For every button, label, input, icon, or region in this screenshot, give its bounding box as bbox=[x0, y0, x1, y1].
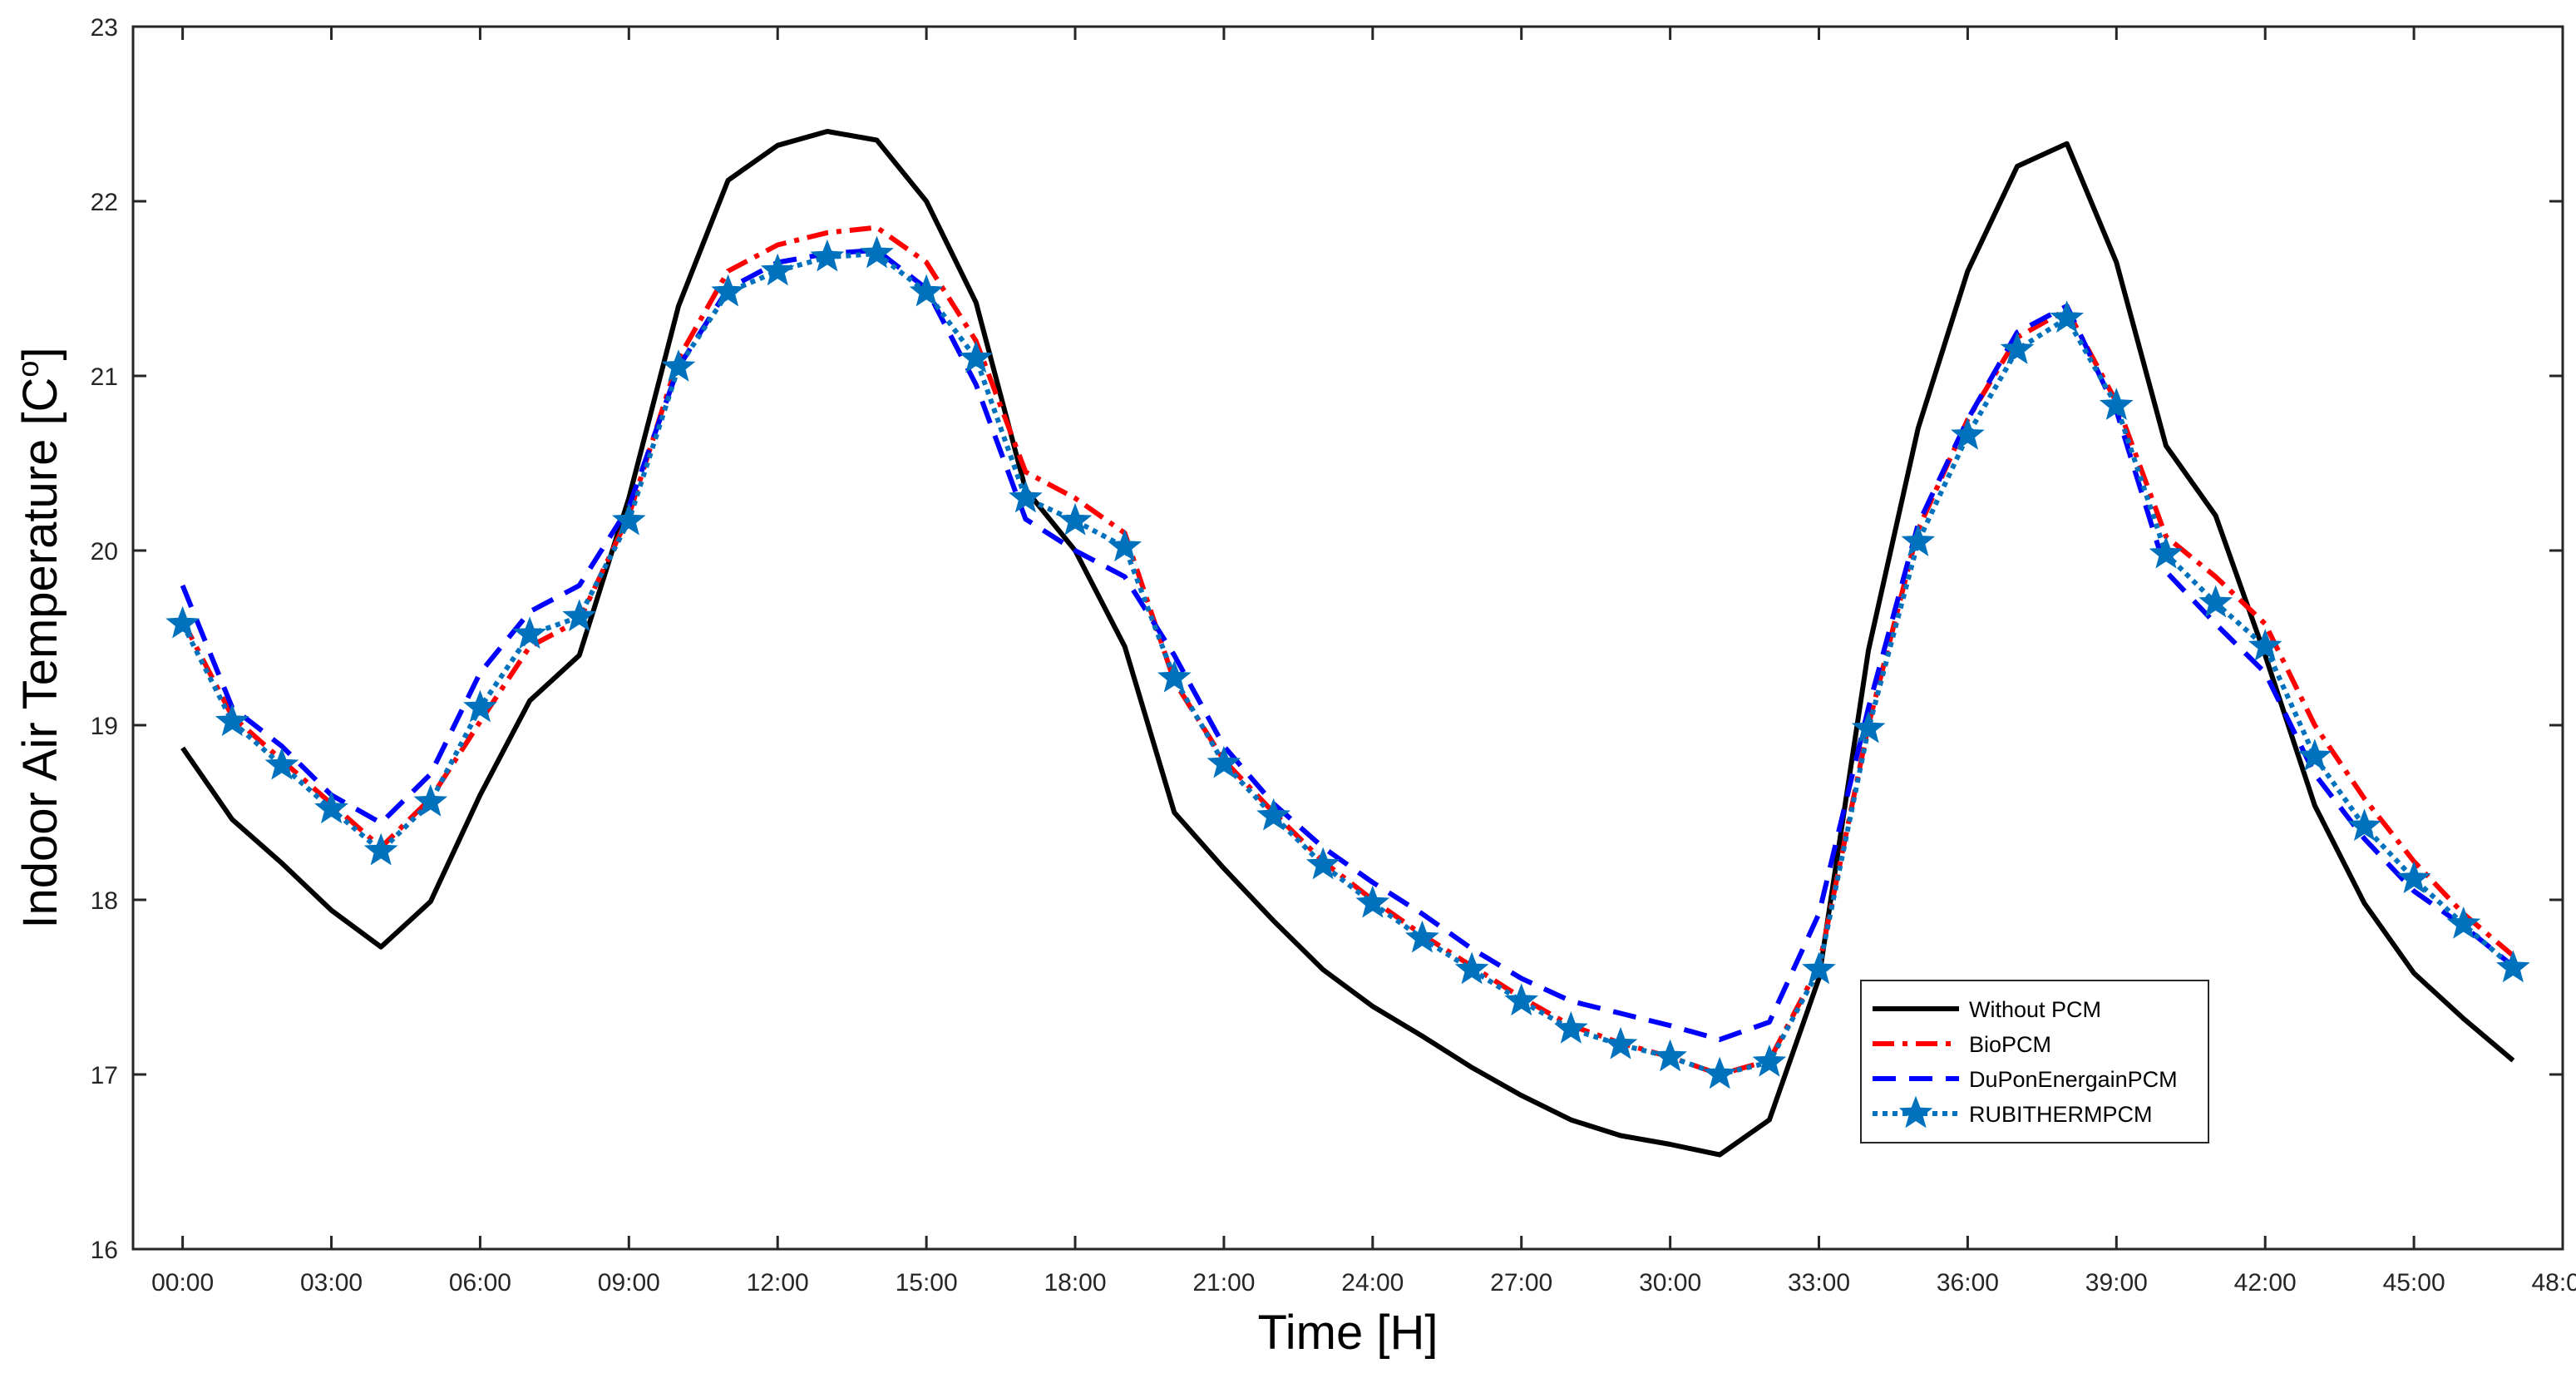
series-marker-3 bbox=[215, 704, 249, 737]
series-marker-3 bbox=[1405, 920, 1439, 953]
x-tick-label: 24:00 bbox=[1341, 1269, 1404, 1297]
series-marker-3 bbox=[760, 253, 795, 286]
series-marker-3 bbox=[1207, 745, 1241, 778]
x-tick-label: 30:00 bbox=[1639, 1269, 1701, 1297]
x-tick-label: 27:00 bbox=[1490, 1269, 1552, 1297]
series-marker-3 bbox=[2248, 629, 2282, 661]
series-marker-3 bbox=[2347, 808, 2381, 842]
x-tick-label: 06:00 bbox=[449, 1269, 511, 1297]
series-marker-3 bbox=[1256, 798, 1290, 831]
x-tick-label: 03:00 bbox=[300, 1269, 363, 1297]
series-layer bbox=[165, 129, 2530, 1158]
y-axis-label-degree-superscript: o bbox=[11, 361, 45, 378]
x-tick-label: 39:00 bbox=[2085, 1269, 2148, 1297]
series-marker-3 bbox=[562, 599, 597, 632]
series-marker-3 bbox=[314, 791, 348, 824]
axis-ticks: 00:00 03:00 06:00 09:00 12:00 15:00 18:00 21:00… bbox=[91, 14, 2576, 1297]
series-marker-3 bbox=[1108, 529, 1142, 562]
series-line-0 bbox=[180, 129, 2515, 1158]
y-tick-label: 20 bbox=[91, 538, 118, 566]
y-tick-label: 21 bbox=[91, 363, 118, 391]
plot-area-frame bbox=[131, 25, 2564, 1251]
series-marker-3 bbox=[512, 616, 547, 650]
series-marker-3 bbox=[2000, 332, 2035, 364]
series-marker-3 bbox=[2495, 950, 2530, 983]
x-tick-label: 09:00 bbox=[598, 1269, 660, 1297]
legend: Without PCM BioPCM DuPonEnergainPCM RUBITHE… bbox=[1860, 980, 2209, 1143]
x-tick-label: 33:00 bbox=[1788, 1269, 1850, 1297]
series-marker-3 bbox=[1454, 951, 1489, 985]
y-tick-label: 17 bbox=[91, 1062, 118, 1089]
series-marker-3 bbox=[165, 605, 200, 639]
series-marker-3 bbox=[1305, 847, 1340, 880]
series-marker-3 bbox=[264, 747, 299, 780]
x-tick-label: 48:00 bbox=[2531, 1269, 2576, 1297]
series-marker-3 bbox=[2099, 388, 2134, 421]
y-tick-label: 19 bbox=[91, 713, 118, 740]
series-marker-3 bbox=[860, 235, 894, 269]
x-tick-label: 42:00 bbox=[2234, 1269, 2297, 1297]
legend-label-2: DuPonEnergainPCM bbox=[1969, 1067, 2178, 1092]
series-marker-3 bbox=[1009, 480, 1043, 513]
series-marker-3 bbox=[959, 340, 994, 373]
series-marker-3 bbox=[1603, 1026, 1638, 1059]
series-marker-3 bbox=[1355, 885, 1390, 918]
x-tick-label: 00:00 bbox=[151, 1269, 214, 1297]
series-marker-3 bbox=[1504, 983, 1539, 1016]
series-marker-3 bbox=[413, 783, 448, 817]
legend-label-3: RUBITHERMPCM bbox=[1969, 1102, 2153, 1127]
series-line-3 bbox=[180, 251, 2515, 1077]
series-marker-3 bbox=[1653, 1039, 1687, 1072]
series-marker-3 bbox=[2149, 536, 2184, 569]
legend-marker-3 bbox=[1898, 1095, 1933, 1129]
series-marker-3 bbox=[2198, 585, 2233, 618]
y-axis-label-suffix: ] bbox=[13, 347, 67, 360]
series-marker-3 bbox=[909, 274, 944, 307]
series-marker-3 bbox=[611, 502, 646, 536]
series-marker-3 bbox=[1951, 417, 1985, 450]
y-tick-label: 23 bbox=[91, 14, 118, 42]
y-tick-label: 16 bbox=[91, 1237, 118, 1264]
series-marker-3 bbox=[363, 832, 398, 866]
x-axis-label: Time [H] bbox=[1258, 1306, 1439, 1360]
series-marker-3 bbox=[1802, 951, 1836, 985]
y-axis-label-main: Indoor Air Temperature [C bbox=[13, 378, 67, 929]
x-tick-label: 15:00 bbox=[896, 1269, 958, 1297]
y-tick-label: 22 bbox=[91, 189, 118, 216]
series-marker-3 bbox=[1157, 659, 1192, 693]
series-marker-3 bbox=[2396, 861, 2431, 894]
x-tick-label: 36:00 bbox=[1937, 1269, 1999, 1297]
legend-label-1: BioPCM bbox=[1969, 1032, 2051, 1057]
series-marker-3 bbox=[1851, 710, 1886, 743]
series-marker-3 bbox=[661, 349, 696, 382]
series-marker-3 bbox=[1553, 1010, 1588, 1044]
series-marker-3 bbox=[1752, 1044, 1787, 1077]
series-marker-3 bbox=[463, 689, 497, 723]
series-marker-3 bbox=[1058, 502, 1093, 536]
series-line-2 bbox=[180, 247, 2515, 1042]
series-marker-3 bbox=[711, 274, 745, 307]
series-marker-3 bbox=[810, 239, 845, 272]
series-marker-3 bbox=[1702, 1056, 1737, 1089]
y-tick-label: 18 bbox=[91, 887, 118, 915]
series-marker-3 bbox=[2297, 738, 2332, 772]
series-marker-3 bbox=[2050, 300, 2085, 333]
legend-label-0: Without PCM bbox=[1969, 997, 2101, 1022]
series-marker-3 bbox=[1901, 524, 1936, 556]
x-tick-label: 18:00 bbox=[1044, 1269, 1106, 1297]
x-tick-label: 45:00 bbox=[2383, 1269, 2445, 1297]
x-tick-label: 12:00 bbox=[747, 1269, 809, 1297]
series-marker-3 bbox=[2446, 906, 2481, 939]
x-tick-label: 21:00 bbox=[1192, 1269, 1255, 1297]
y-axis-label: Indoor Air Temperature [Co] bbox=[11, 347, 67, 928]
